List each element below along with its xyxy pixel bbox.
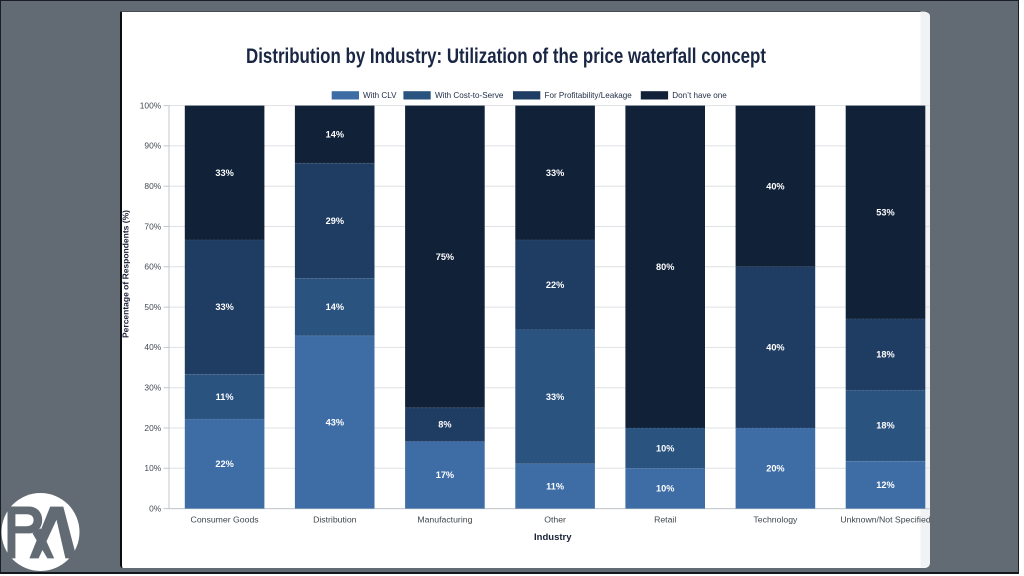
svg-text:60%: 60% (144, 262, 161, 272)
svg-text:33%: 33% (546, 392, 564, 402)
svg-text:With CLV: With CLV (363, 91, 397, 100)
svg-text:100%: 100% (140, 100, 162, 110)
svg-text:70%: 70% (144, 221, 161, 231)
svg-text:10%: 10% (656, 484, 674, 494)
svg-text:Technology: Technology (753, 515, 798, 525)
svg-text:18%: 18% (876, 350, 894, 360)
svg-text:33%: 33% (215, 168, 233, 178)
svg-text:With Cost-to-Serve: With Cost-to-Serve (435, 91, 504, 100)
svg-text:Don’t have one: Don’t have one (672, 91, 727, 100)
svg-text:Industry: Industry (534, 532, 572, 543)
svg-text:Unknown/Not Specified: Unknown/Not Specified (840, 515, 930, 525)
svg-text:For Profitability/Leakage: For Profitability/Leakage (545, 91, 633, 100)
svg-text:11%: 11% (216, 392, 234, 402)
svg-text:43%: 43% (326, 417, 344, 427)
svg-text:40%: 40% (766, 343, 784, 353)
svg-text:40%: 40% (144, 342, 161, 352)
svg-text:90%: 90% (144, 141, 161, 151)
svg-text:53%: 53% (876, 207, 894, 217)
svg-text:20%: 20% (766, 463, 784, 473)
svg-text:Manufacturing: Manufacturing (417, 515, 472, 525)
svg-text:Distribution by Industry: Util: Distribution by Industry: Utilization of… (246, 45, 766, 68)
svg-text:0%: 0% (149, 503, 162, 513)
svg-text:33%: 33% (546, 168, 564, 178)
svg-text:Distribution: Distribution (313, 515, 357, 525)
svg-text:20%: 20% (144, 423, 161, 433)
svg-text:12%: 12% (876, 480, 894, 490)
svg-text:Consumer Goods: Consumer Goods (191, 515, 260, 525)
svg-text:80%: 80% (656, 262, 674, 272)
svg-text:22%: 22% (215, 459, 233, 469)
svg-text:50%: 50% (144, 302, 161, 312)
svg-text:11%: 11% (546, 481, 564, 491)
svg-text:80%: 80% (144, 181, 161, 191)
svg-text:18%: 18% (876, 421, 894, 431)
svg-text:Percentage of Respondents (%): Percentage of Respondents (%) (121, 210, 131, 338)
svg-text:33%: 33% (215, 302, 233, 312)
svg-text:30%: 30% (144, 383, 161, 393)
svg-text:14%: 14% (326, 130, 344, 140)
svg-text:8%: 8% (438, 420, 451, 430)
svg-text:17%: 17% (436, 470, 454, 480)
svg-text:14%: 14% (326, 302, 344, 312)
svg-text:Other: Other (544, 515, 566, 525)
svg-text:75%: 75% (436, 252, 454, 262)
svg-text:40%: 40% (766, 181, 784, 191)
svg-text:10%: 10% (656, 443, 674, 453)
svg-text:Retail: Retail (654, 515, 676, 525)
svg-text:10%: 10% (144, 463, 161, 473)
svg-text:29%: 29% (326, 216, 344, 226)
svg-text:22%: 22% (546, 280, 564, 290)
